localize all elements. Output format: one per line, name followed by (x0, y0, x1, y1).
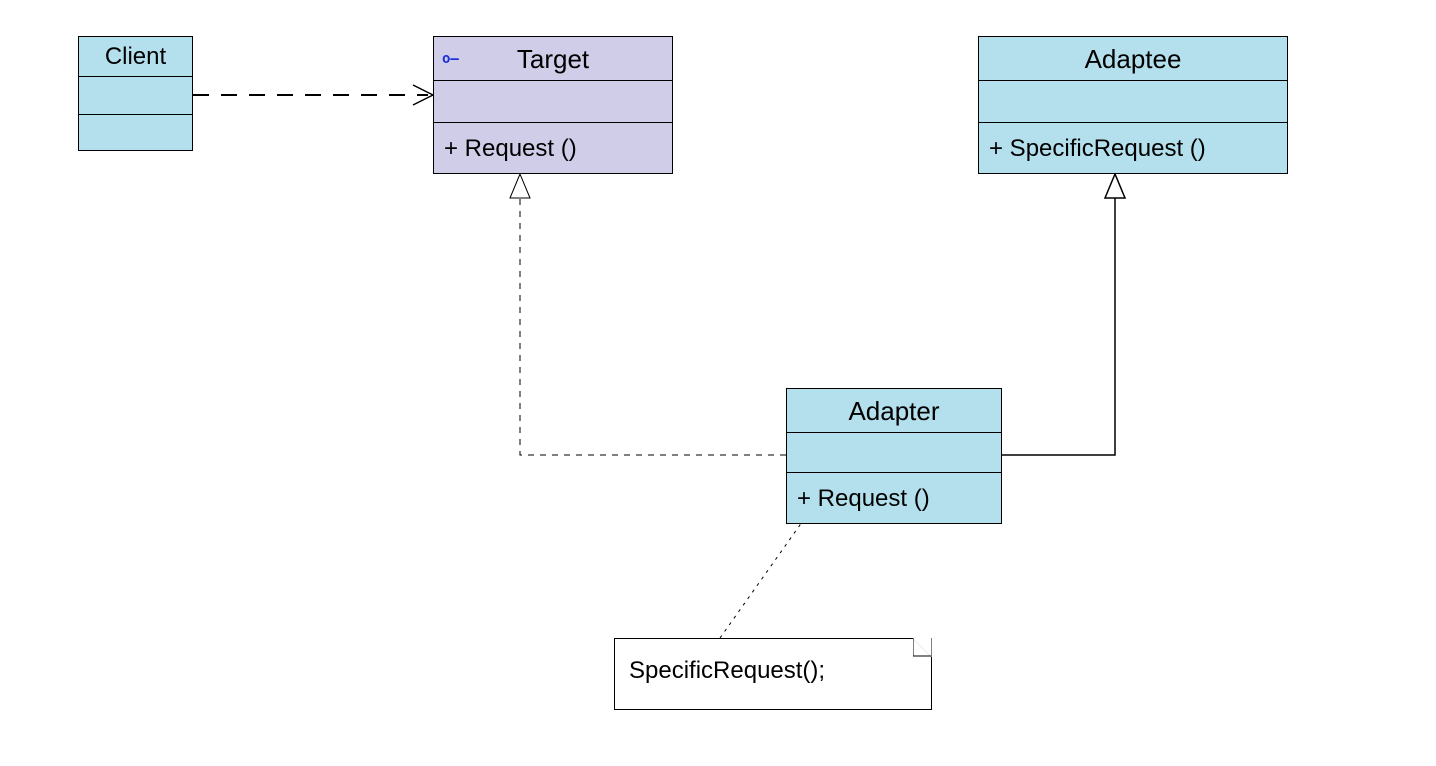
class-adapter-title: Adapter (787, 389, 1001, 433)
class-adaptee-attributes (979, 81, 1287, 123)
edge-note-adapter (720, 508, 812, 638)
class-target-title: o– Target (434, 37, 672, 81)
class-adaptee: Adaptee + SpecificRequest () (978, 36, 1288, 174)
class-client-methods (79, 115, 192, 152)
edge-client-target (193, 85, 433, 105)
class-client-title: Client (79, 37, 192, 77)
class-adapter: Adapter + Request () (786, 388, 1002, 524)
class-adaptee-title: Adaptee (979, 37, 1287, 81)
class-target: o– Target + Request () (433, 36, 673, 174)
class-adapter-attributes (787, 433, 1001, 473)
note-text: SpecificRequest(); (615, 639, 931, 703)
note-specificrequest: SpecificRequest(); (614, 638, 932, 710)
class-target-method-0: + Request () (434, 123, 672, 175)
interface-icon: o– (442, 37, 459, 81)
edge-adapter-target (510, 174, 786, 455)
class-adapter-method-0: + Request () (787, 473, 1001, 525)
class-client: Client (78, 36, 193, 151)
class-adaptee-method-0: + SpecificRequest () (979, 123, 1287, 175)
class-client-attributes (79, 77, 192, 115)
edge-adapter-adaptee (1002, 174, 1125, 455)
note-fold-icon (913, 638, 932, 657)
class-target-attributes (434, 81, 672, 123)
class-target-title-text: Target (517, 44, 589, 74)
